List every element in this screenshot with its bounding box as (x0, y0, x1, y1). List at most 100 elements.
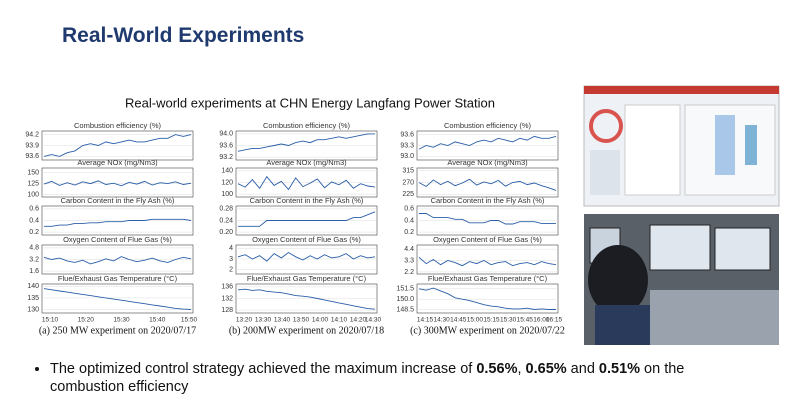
x-tick-label: 13:30 (255, 317, 272, 324)
y-tick-label: 0.4 (404, 217, 414, 224)
data-line (43, 288, 192, 310)
plot-frame (41, 167, 194, 198)
y-tick-label: 128 (221, 307, 233, 314)
y-tick-label: 120 (221, 179, 233, 186)
y-tick-label: 315 (402, 167, 414, 174)
x-tick-label: 16:00 (533, 317, 550, 324)
y-tick-label: 100 (27, 192, 39, 199)
bold-text: 0.65% (525, 361, 567, 377)
chart-title: Oxygen Content of Flue Gas (%) (433, 235, 542, 244)
x-tick-label: 15:45 (517, 317, 534, 324)
x-tick-label: 13:50 (293, 317, 310, 324)
y-tick-label: 0.24 (219, 217, 233, 224)
x-tick-label: 15:00 (467, 317, 484, 324)
chart-title: Flue/Exhaust Gas Temperature (°C) (428, 274, 548, 283)
y-tick-label: 0.2 (29, 229, 39, 236)
y-tick-label: 225 (402, 191, 414, 198)
x-tick-label: 14:45 (450, 317, 467, 324)
y-tick-label: 93.9 (25, 142, 39, 149)
y-tick-label: 0.6 (29, 206, 39, 213)
x-tick-label: 14:00 (312, 317, 329, 324)
data-line (237, 175, 376, 191)
y-tick-label: 148.5 (396, 306, 414, 313)
y-tick-label: 136 (221, 284, 233, 291)
chart-title: Average NOx (mg/Nm3) (266, 158, 347, 167)
data-line (418, 178, 557, 191)
data-line (237, 133, 375, 152)
y-tick-label: 0.6 (404, 206, 414, 213)
text: and (566, 361, 599, 377)
y-tick-label: 93.6 (219, 142, 233, 149)
y-tick-label: 4.8 (29, 245, 39, 252)
data-line (418, 257, 557, 267)
x-tick-label: 13:20 (236, 317, 253, 324)
chart-title: Combustion efficiency (%) (74, 121, 161, 130)
y-tick-label: 93.2 (219, 154, 233, 161)
chart-title: Carbon Content in the Fly Ash (%) (250, 196, 364, 205)
text: on the combustion efficiency (50, 361, 685, 395)
y-tick-label: 1.6 (29, 268, 39, 275)
y-tick-label: 0.20 (219, 229, 233, 236)
x-tick-label: 15:20 (78, 317, 95, 324)
y-tick-label: 270 (402, 179, 414, 186)
y-tick-label: 94.2 (25, 131, 39, 138)
plot-frame (41, 283, 194, 314)
x-tick-label: 14:30 (365, 317, 382, 324)
y-tick-label: 125 (27, 180, 39, 187)
figure-title: Real-world experiments at CHN Energy Lan… (125, 95, 495, 110)
chart-title: Oxygen Content of Flue Gas (%) (252, 235, 361, 244)
y-tick-label: 140 (221, 168, 233, 175)
chart-title: Carbon Content in the Fly Ash (%) (431, 196, 545, 205)
x-tick-label: 15:15 (483, 317, 500, 324)
x-tick-label: 15:10 (42, 317, 59, 324)
text: The optimized control strategy achieved … (50, 361, 477, 377)
chart-title: Average NOx (mg/Nm3) (447, 158, 528, 167)
data-line (43, 134, 192, 157)
data-line (419, 213, 556, 225)
plot-frame (416, 244, 559, 275)
x-tick-label: 15:30 (113, 317, 130, 324)
y-tick-label: 93.0 (400, 153, 414, 160)
x-tick-label: 14:10 (331, 317, 348, 324)
y-tick-label: 100 (221, 191, 233, 198)
bullet-item: The optimized control strategy achieved … (50, 360, 750, 396)
y-tick-label: 140 (27, 283, 39, 290)
x-tick-label: 13:40 (274, 317, 291, 324)
data-line (418, 287, 556, 310)
charts: Real-world experiments at CHN Energy Lan… (25, 85, 780, 345)
bold-text: 0.56% (476, 361, 518, 377)
y-tick-label: 0.4 (29, 217, 39, 224)
caption: (c) 300MW experiment on 2020/07/22 (410, 325, 565, 336)
chart-title: Combustion efficiency (%) (444, 121, 531, 130)
y-tick-label: 150 (27, 169, 39, 176)
chart-title: Combustion efficiency (%) (263, 121, 350, 130)
bold-text: 0.51% (598, 361, 641, 377)
data-line (44, 218, 192, 227)
y-tick-label: 94.0 (219, 131, 233, 138)
x-tick-label: 15:50 (181, 317, 198, 324)
y-tick-label: 135 (27, 295, 39, 302)
caption: (a) 250 MW experiment on 2020/07/17 (39, 325, 196, 336)
caption: (b) 200MW experiment on 2020/07/18 (229, 325, 384, 336)
y-tick-label: 3 (229, 256, 233, 263)
y-tick-label: 4 (229, 245, 233, 252)
plot-frame (416, 283, 559, 314)
x-tick-label: 15:40 (149, 317, 166, 324)
y-tick-label: 3.3 (404, 257, 414, 264)
plot-frame (235, 244, 378, 275)
x-tick-label: 14:30 (433, 317, 450, 324)
x-tick-label: 14:15 (417, 317, 434, 324)
chart-title: Average NOx (mg/Nm3) (77, 158, 158, 167)
data-line (237, 251, 376, 262)
x-tick-label: 15:30 (500, 317, 517, 324)
y-tick-label: 93.6 (400, 131, 414, 138)
y-tick-label: 2 (229, 267, 233, 274)
data-line (43, 256, 192, 265)
chart-title: Carbon Content in the Fly Ash (%) (61, 196, 175, 205)
bullet-list: The optimized control strategy achieved … (26, 360, 750, 396)
y-tick-label: 4.4 (404, 246, 414, 253)
y-tick-label: 150.0 (396, 296, 414, 303)
chart-title: Flue/Exhaust Gas Temperature (°C) (247, 274, 367, 283)
y-tick-label: 2.2 (404, 269, 414, 276)
